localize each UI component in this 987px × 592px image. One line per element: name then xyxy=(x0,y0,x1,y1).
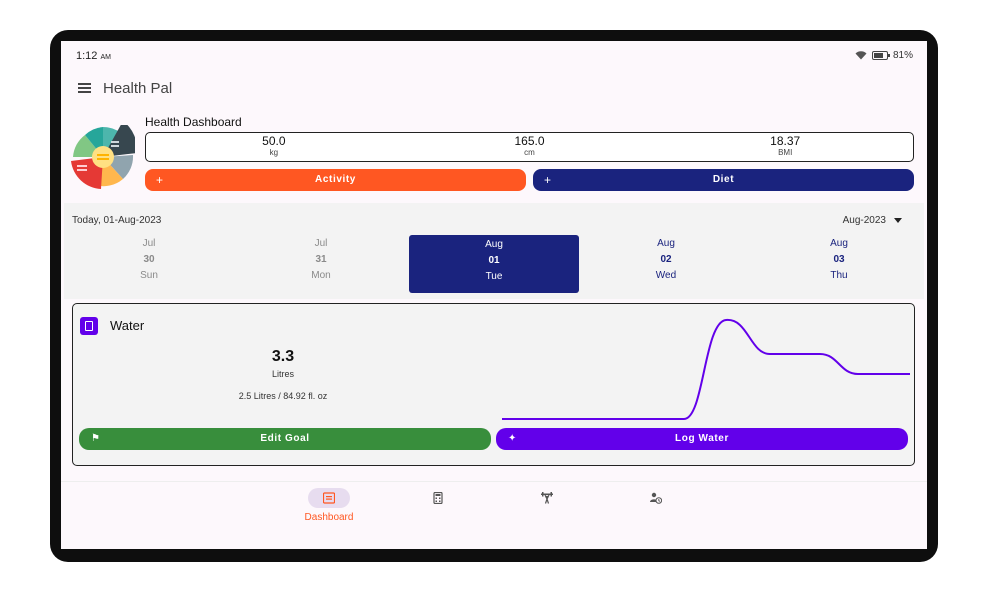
dashboard-title: Health Dashboard xyxy=(145,115,242,129)
activity-label: Activity xyxy=(315,174,356,185)
nav-indicator xyxy=(526,488,568,508)
profile-history-icon xyxy=(650,492,662,504)
date-strip: Today, 01-Aug-2023 Aug-2023 Jul 30 Sun J… xyxy=(64,203,924,299)
diet-button[interactable]: + Diet xyxy=(533,169,914,191)
wifi-icon xyxy=(855,51,867,60)
day-cell[interactable]: Aug 02 Wed xyxy=(581,234,751,292)
day-date: 30 xyxy=(143,254,155,265)
log-water-button[interactable]: ✦ Log Water xyxy=(496,428,908,450)
day-cell-selected[interactable]: Aug 01 Tue xyxy=(409,235,579,293)
edit-goal-button[interactable]: ⚑ Edit Goal xyxy=(79,428,491,450)
day-weekday: Sun xyxy=(140,270,158,281)
water-goal: 2.5 Litres / 84.92 fl. oz xyxy=(238,391,328,401)
bmi-unit: BMI xyxy=(778,148,793,157)
water-amount: 3.3 xyxy=(271,348,295,365)
nav-calculator[interactable] xyxy=(408,488,468,528)
bmi-value: 18.37 xyxy=(770,134,801,148)
day-cell[interactable]: Aug 03 Thu xyxy=(754,234,924,292)
day-month: Jul xyxy=(142,238,156,249)
nav-profile[interactable] xyxy=(626,488,686,528)
water-trend-chart xyxy=(502,318,910,420)
app-title: Health Pal xyxy=(103,80,173,97)
day-date: 31 xyxy=(315,254,327,265)
diet-label: Diet xyxy=(712,174,735,185)
calculator-icon xyxy=(433,492,443,504)
day-cell[interactable]: Jul 31 Mon xyxy=(236,234,406,292)
battery-level: 81% xyxy=(892,50,913,61)
nav-indicator xyxy=(635,488,677,508)
day-month: Jul xyxy=(314,238,328,249)
edit-goal-label: Edit Goal xyxy=(260,433,310,444)
log-water-label: Log Water xyxy=(675,433,729,444)
tablet-frame: 1:12 AM 81% Health Pal xyxy=(50,30,938,562)
bottom-navigation: Dashboard xyxy=(61,481,927,528)
metric-bmi: 18.37 BMI xyxy=(657,133,913,161)
menu-icon[interactable] xyxy=(78,83,91,93)
health-pie-logo xyxy=(71,125,135,189)
water-card: Water 3.3 Litres 2.5 Litres / 84.92 fl. … xyxy=(72,303,915,466)
dashboard-icon xyxy=(323,492,335,504)
month-label: Aug-2023 xyxy=(842,215,886,226)
app-bar: Health Pal xyxy=(61,71,927,109)
status-right: 81% xyxy=(855,50,913,61)
day-month: Aug xyxy=(657,238,675,249)
day-date: 01 xyxy=(488,255,500,266)
day-weekday: Tue xyxy=(485,271,503,282)
fitness-icon xyxy=(541,492,553,504)
nav-dashboard[interactable]: Dashboard xyxy=(299,488,359,528)
activity-button[interactable]: + Activity xyxy=(145,169,526,191)
height-unit: cm xyxy=(524,148,535,157)
day-month: Aug xyxy=(830,238,848,249)
battery-icon xyxy=(871,51,890,60)
flag-icon: ⚑ xyxy=(91,433,101,444)
plus-icon: + xyxy=(156,173,164,187)
day-date: 03 xyxy=(833,254,845,265)
height-value: 165.0 xyxy=(514,134,545,148)
today-label: Today, 01-Aug-2023 xyxy=(72,215,162,226)
metrics-box: 50.0 kg 165.0 cm 18.37 BMI xyxy=(145,132,914,162)
day-weekday: Mon xyxy=(311,270,331,281)
day-date: 02 xyxy=(660,254,672,265)
weight-value: 50.0 xyxy=(262,134,286,148)
screen: 1:12 AM 81% Health Pal xyxy=(61,41,927,549)
day-weekday: Thu xyxy=(830,270,848,281)
nav-indicator xyxy=(308,488,350,508)
metric-height: 165.0 cm xyxy=(402,133,658,161)
nav-fitness[interactable] xyxy=(517,488,577,528)
month-selector[interactable]: Aug-2023 xyxy=(843,215,902,226)
water-glass-icon xyxy=(80,317,98,335)
weight-unit: kg xyxy=(269,148,279,157)
nav-dashboard-label: Dashboard xyxy=(304,512,354,523)
day-cell[interactable]: Jul 30 Sun xyxy=(64,234,234,292)
day-month: Aug xyxy=(485,239,503,250)
nav-indicator xyxy=(417,488,459,508)
status-bar: 1:12 AM 81% xyxy=(61,41,927,71)
water-trend-line xyxy=(502,318,910,420)
day-weekday: Wed xyxy=(655,270,677,281)
metric-weight: 50.0 kg xyxy=(146,133,402,161)
status-time: 1:12 AM xyxy=(76,50,111,62)
dropdown-arrow-icon xyxy=(894,217,902,223)
water-unit: Litres xyxy=(271,369,294,379)
water-title: Water xyxy=(110,318,145,333)
magic-wand-icon: ✦ xyxy=(508,433,517,444)
plus-icon: + xyxy=(544,173,552,187)
